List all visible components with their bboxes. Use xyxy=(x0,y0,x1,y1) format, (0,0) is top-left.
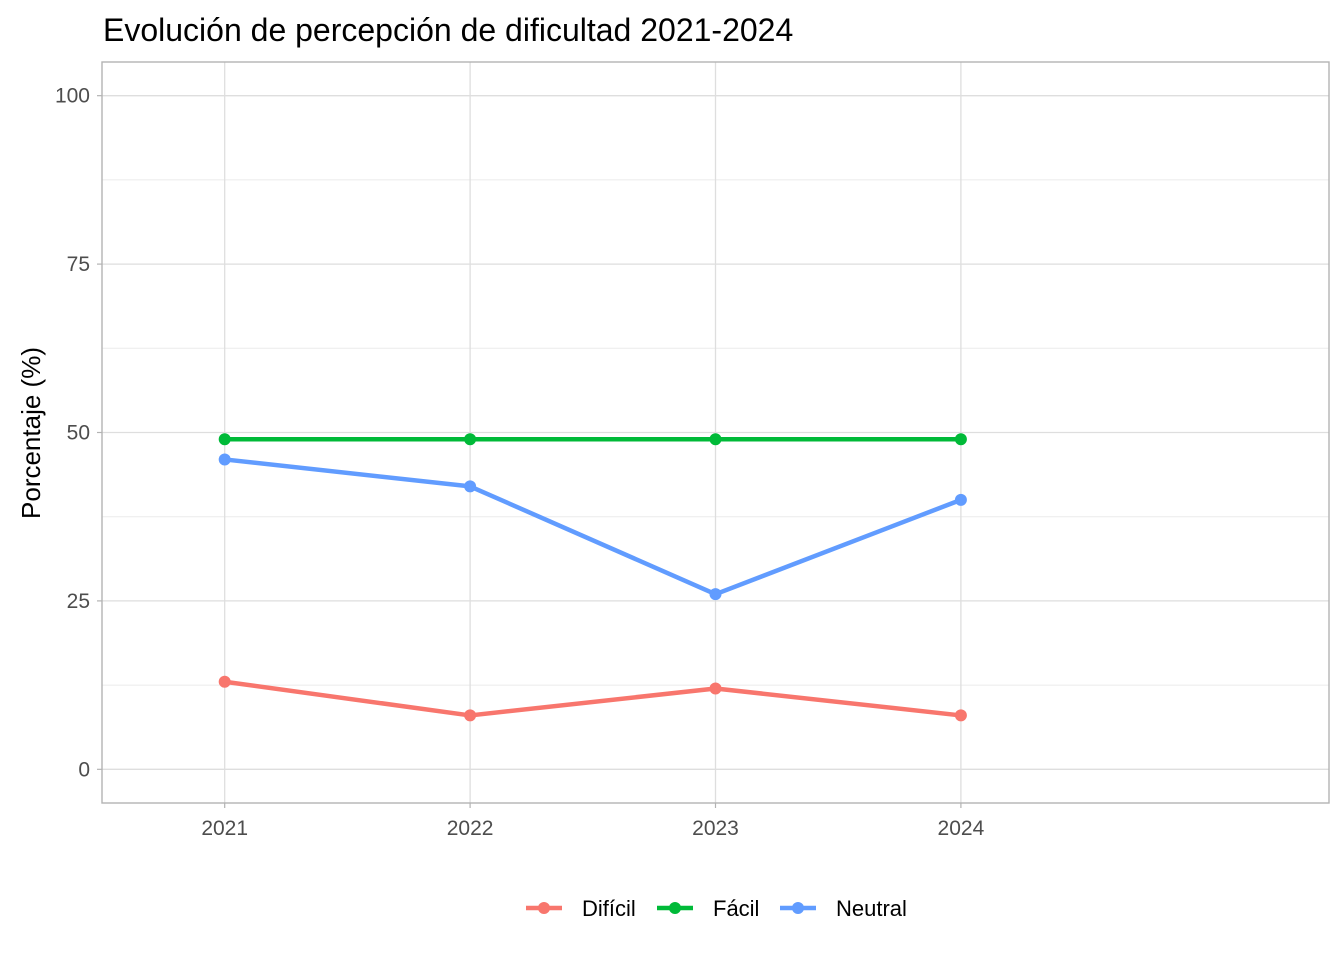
series-Fácil xyxy=(218,433,967,446)
data-point xyxy=(709,433,722,446)
data-point xyxy=(464,709,477,722)
y-tick-label: 50 xyxy=(67,422,90,445)
legend-label: Neutral xyxy=(836,896,907,921)
x-tick-label: 2022 xyxy=(447,817,494,840)
x-tick-label: 2021 xyxy=(201,817,248,840)
data-point xyxy=(709,588,722,601)
x-tick-label: 2024 xyxy=(938,817,985,840)
grid-major xyxy=(102,62,1329,803)
y-tick-label: 100 xyxy=(55,85,90,108)
legend-label: Difícil xyxy=(582,896,636,921)
legend-key-point xyxy=(538,902,550,914)
data-point xyxy=(464,480,477,493)
data-point xyxy=(218,453,231,466)
y-axis-title: Porcentaje (%) xyxy=(16,347,46,519)
legend-key-point xyxy=(792,902,804,914)
y-axis: 0 25 50 75 100 xyxy=(55,85,102,781)
legend-label: Fácil xyxy=(713,896,759,921)
data-point xyxy=(218,675,231,688)
data-point xyxy=(954,493,967,506)
legend-item: Difícil xyxy=(526,896,636,921)
x-axis: 2021 2022 2023 2024 xyxy=(201,803,985,840)
data-point xyxy=(954,709,967,722)
data-point xyxy=(218,433,231,446)
y-tick-label: 0 xyxy=(78,758,90,781)
series-layer xyxy=(218,433,967,722)
series-line xyxy=(222,679,964,718)
x-tick-label: 2023 xyxy=(692,817,739,840)
data-point xyxy=(464,433,477,446)
chart-title: Evolución de percepción de dificultad 20… xyxy=(103,12,793,48)
y-tick-label: 25 xyxy=(67,590,90,613)
series-Neutral xyxy=(218,453,967,601)
data-point xyxy=(954,433,967,446)
legend: Difícil Fácil Neutral xyxy=(526,896,907,921)
series-Difícil xyxy=(218,675,967,722)
legend-key-point xyxy=(669,902,681,914)
data-point xyxy=(709,682,722,695)
legend-item: Neutral xyxy=(780,896,907,921)
series-line xyxy=(222,457,964,597)
y-tick-label: 75 xyxy=(67,253,90,276)
legend-item: Fácil xyxy=(657,896,759,921)
